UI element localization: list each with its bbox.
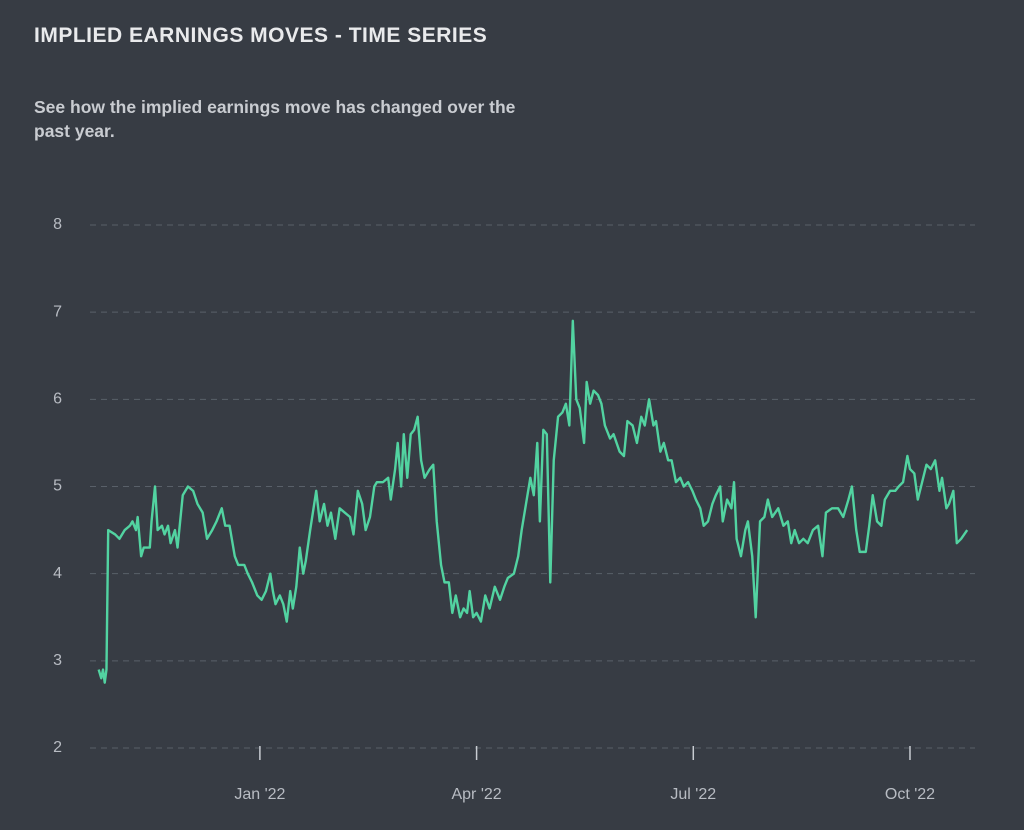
x-tick-label: Oct '22 <box>885 786 935 803</box>
x-tick-label: Jul '22 <box>670 786 716 803</box>
y-tick-label: 6 <box>53 391 62 408</box>
chart-subtitle: See how the implied earnings move has ch… <box>34 97 516 141</box>
data-line <box>97 319 969 684</box>
chart-title: IMPLIED EARNINGS MOVES - TIME SERIES <box>34 24 488 47</box>
y-tick-label: 2 <box>53 739 62 756</box>
y-tick-label: 5 <box>53 478 62 495</box>
x-tick-label: Apr '22 <box>451 786 501 803</box>
y-tick-label: 3 <box>53 652 62 669</box>
x-tick-label: Jan '22 <box>234 786 285 803</box>
y-tick-label: 8 <box>53 216 62 233</box>
y-tick-label: 4 <box>53 565 62 582</box>
y-tick-label: 7 <box>53 303 62 320</box>
